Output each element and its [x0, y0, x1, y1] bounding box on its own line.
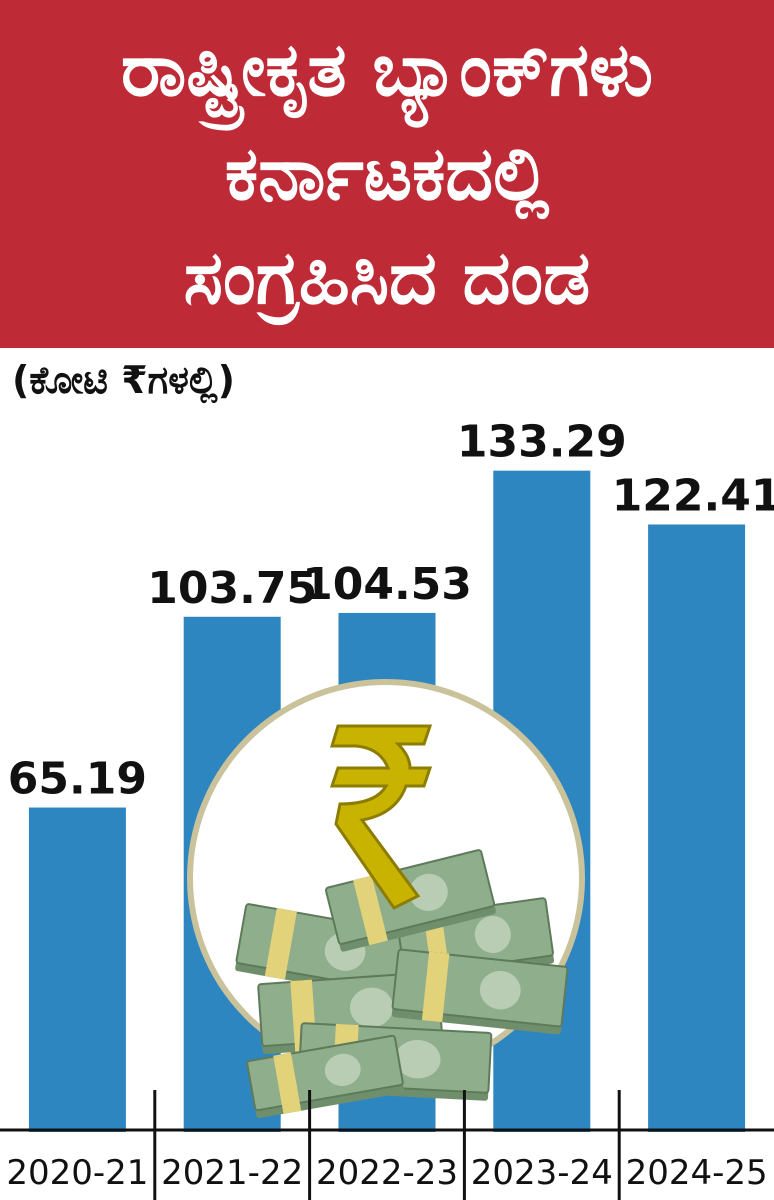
data-label-2021-22: 103.75: [147, 563, 317, 614]
x-tick-label-2024-25: 2024-25: [626, 1153, 768, 1193]
data-label-2020-21: 65.19: [8, 754, 147, 805]
money-bundle: [246, 1034, 405, 1119]
title-line-2: ಕರ್ನಾಟಕದಲ್ಲಿ: [224, 131, 550, 217]
bar-2020-21: [28, 807, 126, 1132]
rupee-symbol-icon: [329, 724, 433, 910]
bar-2024-25: [648, 524, 746, 1132]
unit-label: (ಕೋಟಿ ₹ಗಳಲ್ಲಿ): [12, 358, 235, 402]
data-label-2023-24: 133.29: [457, 417, 627, 468]
x-tick-label-2021-22: 2021-22: [161, 1153, 303, 1193]
x-tick-label-2022-23: 2022-23: [316, 1153, 458, 1193]
x-tick-label-2023-24: 2023-24: [471, 1153, 613, 1193]
data-label-2022-23: 104.53: [302, 559, 472, 610]
title-line-1: ರಾಷ್ಟ್ರೀಕೃತ ಬ್ಯಾಂಕ್‌ಗಳು: [120, 27, 654, 113]
rupee-money-stack-icon: [187, 679, 585, 1119]
data-label-2024-25: 122.41: [612, 470, 774, 521]
title-banner: ರಾಷ್ಟ್ರೀಕೃತ ಬ್ಯಾಂಕ್‌ಗಳು ಕರ್ನಾಟಕದಲ್ಲಿ ಸಂಗ…: [0, 0, 774, 348]
title-line-3: ಸಂಗ್ರಹಿಸಿದ ದಂಡ: [183, 235, 591, 321]
money-bundle: [391, 948, 569, 1035]
x-tick-label-2020-21: 2020-21: [6, 1153, 148, 1193]
